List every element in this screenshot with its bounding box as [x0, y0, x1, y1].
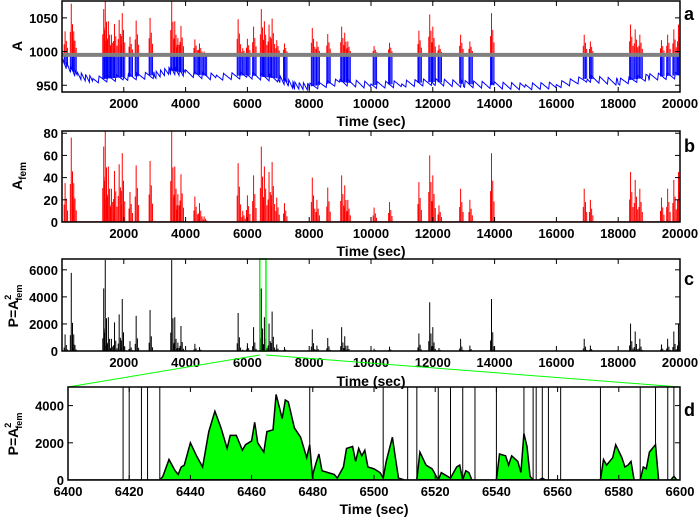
plot-frame-b	[61, 130, 681, 223]
x-tick-label-d: 6440	[176, 484, 205, 499]
x-tick-label-b: 2000	[109, 226, 138, 241]
series-d-area	[639, 442, 660, 480]
ylabel-c: P=A2fem	[3, 285, 24, 328]
plot-area-c	[63, 260, 680, 351]
x-tick-label-b: 12000	[415, 226, 451, 241]
x-tick-label-c: 14000	[477, 355, 513, 370]
y-tick-label-a: 1050	[29, 11, 58, 26]
plot-area-d	[68, 387, 680, 480]
y-tick-label-b: 20	[44, 193, 58, 208]
series-d-area	[312, 437, 405, 480]
panel-letter-a: a	[684, 4, 695, 24]
x-tick-label-c: 16000	[538, 355, 574, 370]
y-tick-label-b: 60	[44, 148, 58, 163]
y-tick-label-d: 0	[57, 473, 64, 488]
x-tick-label-b: 4000	[171, 226, 200, 241]
x-tick-label-b: 20000	[662, 226, 698, 241]
x-tick-label-a: 16000	[538, 96, 574, 111]
x-tick-label-c: 2000	[109, 355, 138, 370]
plot-frame-a	[61, 0, 681, 93]
y-tick-label-b: 0	[51, 215, 58, 230]
x-tick-label-b: 16000	[538, 226, 574, 241]
x-tick-label-a: 18000	[600, 96, 636, 111]
x-tick-label-b: 14000	[477, 226, 513, 241]
x-tick-label-d: 6580	[604, 484, 633, 499]
plot-area-a	[62, 1, 680, 92]
xlabel-a: Time (sec)	[337, 113, 406, 129]
x-tick-label-b: 10000	[353, 226, 389, 241]
series-d-area	[599, 442, 635, 480]
y-tick-label-d: 4000	[35, 399, 64, 414]
y-tick-label-c: 0	[51, 344, 58, 359]
y-tick-label-c: 4000	[29, 290, 58, 305]
y-tick-label-c: 6000	[29, 263, 58, 278]
y-tick-label-a: 1000	[29, 45, 58, 60]
series-d-area	[495, 433, 535, 480]
x-tick-label-d: 6540	[482, 484, 511, 499]
x-tick-label-a: 2000	[109, 96, 138, 111]
series-a-line	[62, 58, 680, 92]
panel-letter-b: b	[684, 136, 695, 156]
y-tick-label-d: 2000	[35, 436, 64, 451]
x-tick-label-d: 6420	[115, 484, 144, 499]
x-tick-label-d: 6460	[237, 484, 266, 499]
ylabel-a: A	[9, 41, 25, 51]
xlabel-c: Time (sec)	[337, 373, 406, 389]
ylabel-b: Afem	[9, 162, 29, 190]
x-tick-label-b: 6000	[233, 226, 262, 241]
x-tick-label-d: 6400	[54, 484, 83, 499]
xlabel-d: Time (sec)	[340, 501, 409, 517]
x-tick-label-b: 8000	[295, 226, 324, 241]
x-tick-label-d: 6480	[298, 484, 327, 499]
panel-letter-c: c	[684, 269, 694, 289]
x-tick-label-b: 18000	[600, 226, 636, 241]
zoom-connector-left	[67, 354, 260, 388]
plot-frame-d	[67, 386, 681, 481]
x-tick-label-c: 12000	[415, 355, 451, 370]
y-tick-label-c: 2000	[29, 317, 58, 332]
x-tick-label-a: 14000	[477, 96, 513, 111]
x-tick-label-a: 20000	[662, 96, 698, 111]
y-tick-label-b: 80	[44, 126, 58, 141]
panel-letter-d: d	[684, 400, 695, 420]
y-tick-label-b: 40	[44, 171, 58, 186]
y-tick-label-a: 950	[36, 78, 58, 93]
x-tick-label-a: 6000	[233, 96, 262, 111]
series-d-area	[158, 394, 314, 480]
x-tick-label-c: 10000	[353, 355, 389, 370]
x-tick-label-a: 8000	[295, 96, 324, 111]
x-tick-label-c: 18000	[600, 355, 636, 370]
series-d-area	[416, 449, 473, 480]
x-tick-label-d: 6500	[360, 484, 389, 499]
series-d-area	[669, 475, 678, 480]
plot-frame-c	[61, 258, 681, 352]
zoom-connector-right	[265, 354, 681, 388]
x-tick-label-a: 12000	[415, 96, 451, 111]
x-tick-label-d: 6560	[543, 484, 572, 499]
ylabel-d: P=A2fem	[3, 413, 24, 456]
x-tick-label-d: 6520	[421, 484, 450, 499]
x-tick-label-a: 4000	[171, 96, 200, 111]
xlabel-b: Time (sec)	[337, 243, 406, 259]
x-tick-label-c: 20000	[662, 355, 698, 370]
plot-area-b	[62, 131, 680, 222]
x-tick-label-d: 6600	[666, 484, 695, 499]
x-tick-label-a: 10000	[353, 96, 389, 111]
